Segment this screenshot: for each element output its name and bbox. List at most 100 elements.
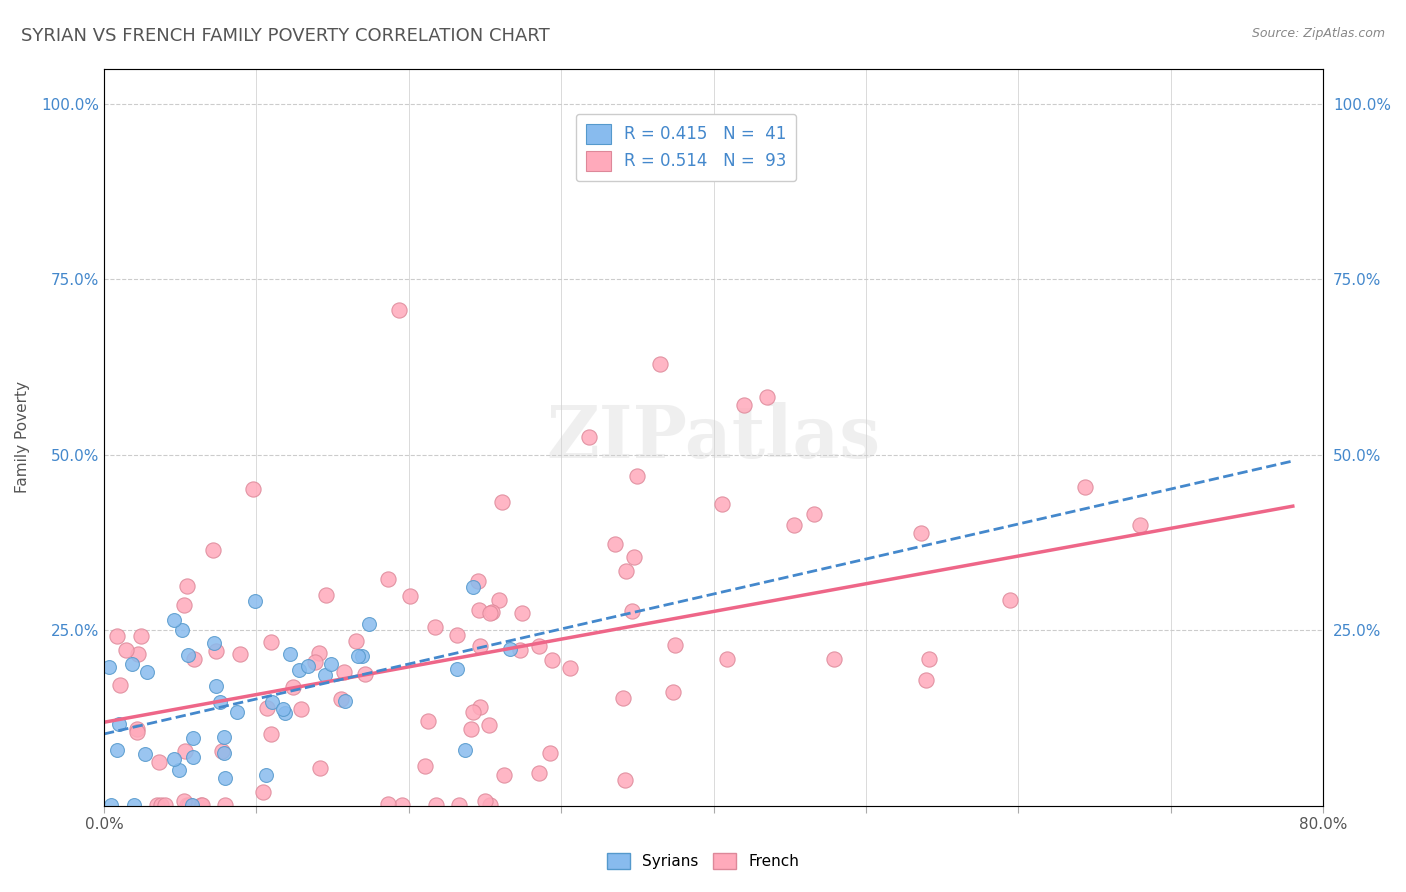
Point	[330, 692, 353, 706]
Point	[205, 644, 228, 658]
Point	[190, 797, 212, 812]
Point	[290, 702, 312, 716]
Point	[425, 797, 447, 812]
Legend: R = 0.415   N =  41, R = 0.514   N =  93: R = 0.415 N = 41, R = 0.514 N = 93	[575, 113, 796, 181]
Point	[108, 678, 131, 692]
Point	[308, 646, 330, 660]
Point	[578, 430, 600, 444]
Point	[191, 797, 214, 812]
Point	[283, 680, 305, 694]
Point	[538, 746, 561, 760]
Point	[163, 613, 186, 627]
Point	[915, 673, 938, 688]
Point	[541, 653, 564, 667]
Point	[148, 755, 170, 769]
Point	[150, 797, 173, 812]
Point	[242, 482, 264, 496]
Point	[716, 652, 738, 666]
Point	[173, 794, 195, 808]
Point	[252, 785, 274, 799]
Point	[125, 722, 148, 736]
Point	[399, 590, 422, 604]
Point	[254, 768, 277, 782]
Point	[273, 701, 295, 715]
Point	[163, 752, 186, 766]
Point	[136, 665, 159, 679]
Point	[214, 730, 236, 744]
Point	[214, 746, 236, 760]
Point	[1073, 480, 1095, 494]
Point	[499, 641, 522, 656]
Point	[214, 771, 236, 785]
Point	[177, 797, 200, 812]
Point	[353, 666, 375, 681]
Point	[346, 648, 368, 663]
Point	[167, 764, 190, 778]
Point	[377, 797, 399, 811]
Point	[1129, 517, 1152, 532]
Point	[260, 727, 283, 741]
Point	[170, 623, 193, 637]
Point	[350, 648, 373, 663]
Point	[333, 665, 356, 680]
Point	[319, 657, 342, 671]
Point	[613, 773, 636, 788]
Point	[181, 797, 204, 812]
Point	[297, 659, 319, 673]
Point	[527, 766, 550, 780]
Point	[415, 759, 437, 773]
Point	[603, 537, 626, 551]
Point	[211, 744, 233, 758]
Point	[125, 725, 148, 739]
Point	[229, 647, 252, 661]
Point	[782, 518, 804, 533]
Point	[274, 706, 297, 721]
Point	[177, 648, 200, 663]
Point	[256, 701, 278, 715]
Point	[479, 607, 502, 621]
Point	[823, 651, 845, 665]
Point	[122, 797, 145, 812]
Point	[309, 761, 332, 775]
Point	[314, 668, 336, 682]
Point	[711, 497, 734, 511]
Point	[226, 705, 249, 719]
Point	[278, 647, 301, 661]
Point	[1343, 679, 1365, 693]
Point	[115, 643, 138, 657]
Point	[910, 525, 932, 540]
Point	[470, 700, 492, 714]
Point	[620, 604, 643, 618]
Point	[260, 635, 283, 649]
Point	[614, 564, 637, 578]
Point	[335, 693, 357, 707]
Point	[153, 797, 176, 812]
Point	[388, 303, 411, 318]
Point	[121, 657, 143, 672]
Point	[209, 695, 232, 709]
Point	[478, 718, 501, 732]
Point	[623, 550, 645, 565]
Point	[173, 598, 195, 612]
Point	[664, 638, 686, 652]
Point	[181, 731, 204, 746]
Point	[105, 629, 128, 643]
Point	[377, 572, 399, 586]
Point	[756, 390, 779, 404]
Point	[648, 357, 671, 371]
Point	[468, 640, 491, 654]
Point	[260, 695, 283, 709]
Point	[181, 750, 204, 764]
Legend: Syrians, French: Syrians, French	[600, 847, 806, 875]
Point	[461, 580, 484, 594]
Point	[491, 495, 513, 509]
Point	[243, 593, 266, 607]
Point	[416, 714, 439, 728]
Point	[998, 592, 1021, 607]
Point	[488, 593, 510, 607]
Point	[612, 690, 634, 705]
Point	[662, 685, 685, 699]
Text: Source: ZipAtlas.com: Source: ZipAtlas.com	[1251, 27, 1385, 40]
Point	[128, 647, 150, 661]
Point	[474, 794, 496, 808]
